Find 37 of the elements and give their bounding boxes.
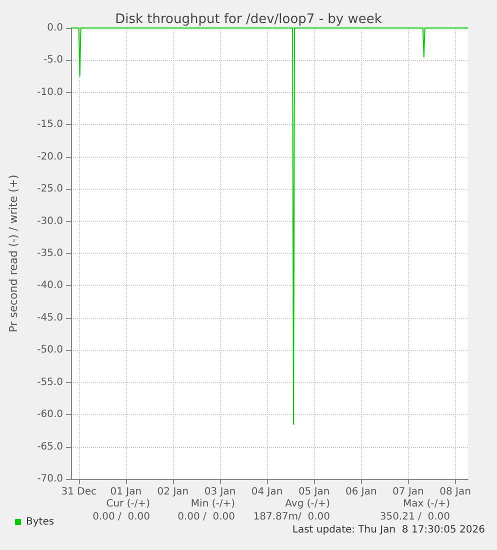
y-tick-label: -20.0: [37, 151, 63, 162]
y-tick-label: -10.0: [37, 86, 63, 98]
y-tick-label: -25.0: [37, 184, 63, 195]
x-tick-label: 05 Jan: [298, 486, 330, 498]
y-tick-label: -5.0: [43, 54, 63, 66]
y-tick-label: -35.0: [37, 248, 63, 259]
text: 0.00 / 0.00: [178, 512, 235, 522]
y-tick-label: -55.0: [37, 376, 63, 388]
x-tick-label: 01 Jan: [110, 486, 142, 498]
line-series: [70, 28, 468, 425]
y-tick-label: -60.0: [37, 409, 63, 420]
y-tick-label: 0.0: [47, 22, 63, 34]
x-tick-label: 02 Jan: [157, 486, 189, 498]
x-tick-label: 07 Jan: [392, 486, 424, 498]
y-tick-label: -50.0: [37, 344, 63, 356]
text: Last update: Thu Jan 8 17:30:05 2026: [292, 524, 485, 536]
text: Min (-/+): [190, 498, 236, 510]
x-tick-label: 06 Jan: [345, 486, 377, 498]
y-tick-label: -40.0: [37, 280, 63, 292]
chart-title: Disk throughput for /dev/loop7 - by week: [115, 12, 382, 27]
y-tick-label: -65.0: [37, 441, 63, 452]
text: Cur (-/+): [106, 498, 150, 510]
x-tick-label: 03 Jan: [204, 486, 236, 498]
x-tick-label: 31 Dec: [61, 486, 96, 498]
x-tick-label: 04 Jan: [251, 486, 283, 498]
y-tick-label: -70.0: [37, 474, 63, 484]
text: Avg (-/+): [285, 498, 330, 510]
y-tick-label: -45.0: [37, 312, 63, 324]
text: 0.00 / 0.00: [92, 512, 150, 522]
text: 350.21 / 0.00: [380, 512, 450, 522]
legend-label: Bytes: [26, 516, 54, 528]
y-tick-label: -30.0: [37, 216, 63, 227]
x-tick-label: 08 Jan: [440, 486, 471, 498]
y-tick-label: -15.0: [37, 119, 63, 130]
y-axis-title: Pr second read (-) / write (+): [7, 174, 20, 332]
text: Max (-/+): [402, 498, 450, 510]
text: 187.87m/ 0.00: [253, 512, 330, 522]
